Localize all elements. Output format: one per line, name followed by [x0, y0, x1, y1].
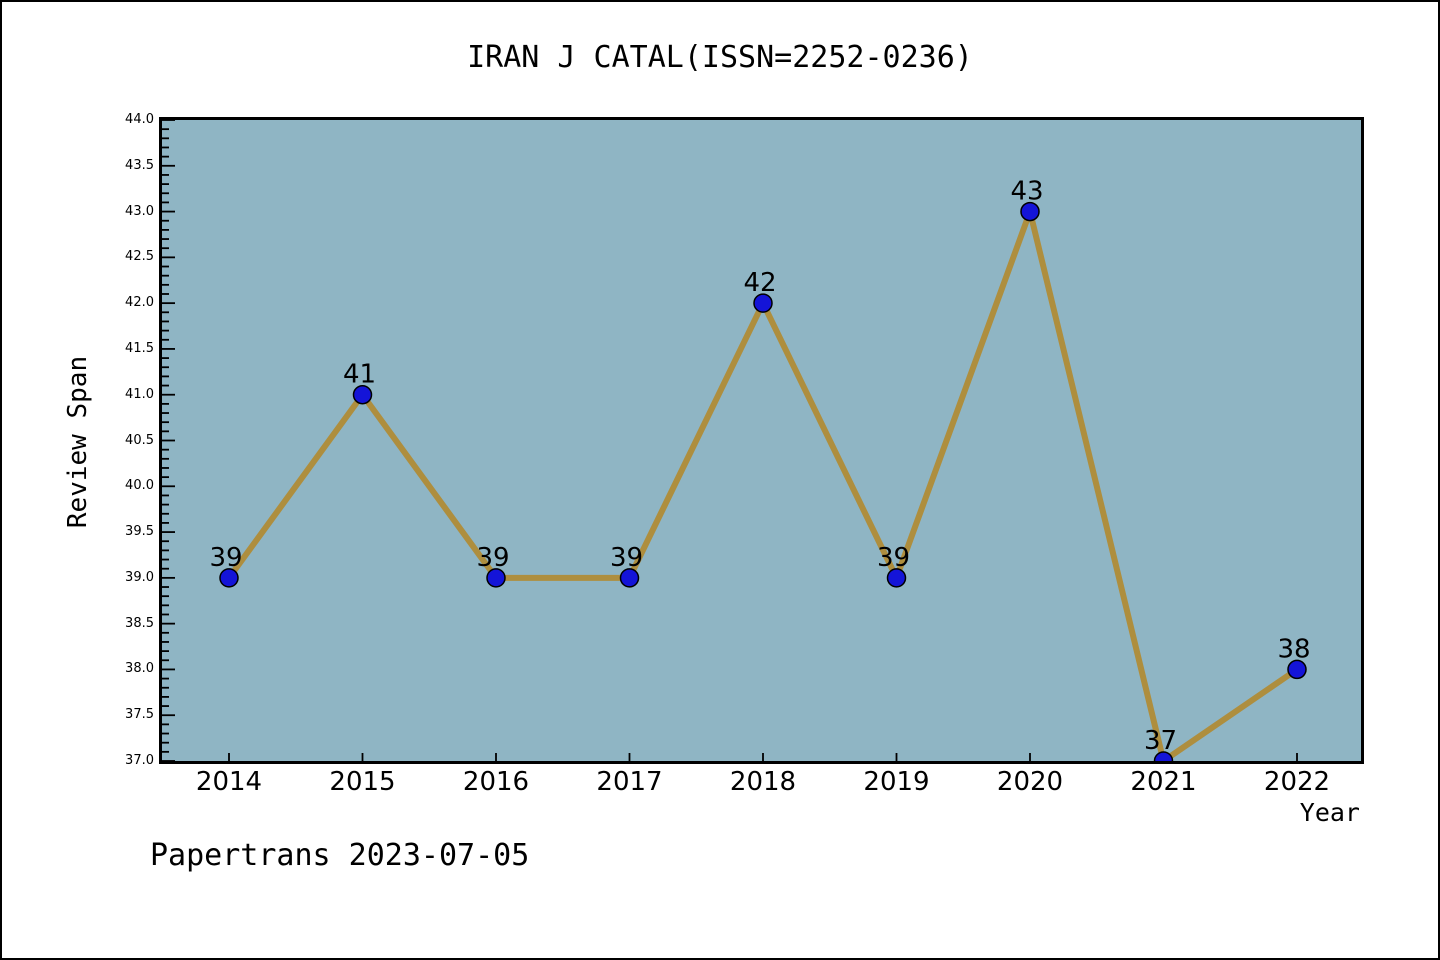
point-label: 43	[1010, 177, 1043, 207]
y-tick-label: 40.0	[125, 478, 154, 494]
point-label: 41	[343, 360, 376, 390]
plot-area: 39 41 39 39 42 39 43 37 38	[159, 117, 1364, 764]
point-label: 39	[209, 543, 242, 573]
data-point	[886, 568, 907, 588]
y-tick-label: 44.0	[125, 112, 154, 127]
point-label: 37	[1144, 726, 1177, 756]
x-tick-label: 2016	[462, 767, 530, 797]
data-point	[219, 568, 239, 588]
plot-svg: 39 41 39 39 42 39 43 37 38	[162, 120, 1361, 761]
data-point	[486, 568, 506, 588]
y-tick-label: 40.5	[125, 432, 154, 448]
x-axis-label: Year	[1299, 798, 1360, 827]
y-tick-label: 38.0	[125, 661, 154, 677]
point-label: 42	[743, 268, 776, 298]
point-label: 38	[1277, 634, 1310, 664]
x-tick-label: 2019	[863, 767, 930, 797]
x-tick-label: 2017	[596, 767, 663, 797]
point-label: 39	[877, 543, 910, 573]
chart-title: IRAN J CATAL(ISSN=2252-0236)	[467, 40, 973, 75]
point-label: 39	[610, 543, 643, 573]
data-point	[753, 293, 773, 313]
point-label: 39	[476, 543, 509, 573]
y-tick-label: 37.5	[125, 707, 154, 723]
data-point	[352, 384, 373, 405]
data-point	[1153, 751, 1174, 761]
x-tick-label: 2020	[996, 767, 1064, 797]
x-tick-label: 2014	[195, 767, 263, 797]
y-tick-label: 42.0	[125, 295, 154, 311]
y-tick-label: 43.0	[125, 203, 154, 219]
x-tick-label: 2018	[729, 767, 797, 797]
y-tick-label: 41.0	[125, 386, 154, 402]
footer-watermark: Papertrans 2023-07-05	[150, 838, 530, 873]
y-tick-label: 37.0	[125, 753, 154, 768]
plot-background	[162, 120, 1361, 761]
data-point	[619, 568, 640, 588]
data-point	[1020, 201, 1040, 222]
data-point	[1287, 659, 1307, 680]
y-tick-label: 39.5	[125, 524, 154, 540]
y-tick-label: 42.5	[125, 249, 154, 265]
y-tick-label: 41.5	[125, 340, 154, 356]
x-tick-label: 2021	[1130, 767, 1197, 797]
x-tick-label: 2022	[1263, 767, 1331, 797]
y-tick-label: 43.5	[125, 157, 154, 173]
y-tick-label: 39.0	[125, 569, 154, 585]
x-tick-label: 2015	[329, 767, 396, 797]
y-tick-label: 38.5	[125, 615, 154, 631]
